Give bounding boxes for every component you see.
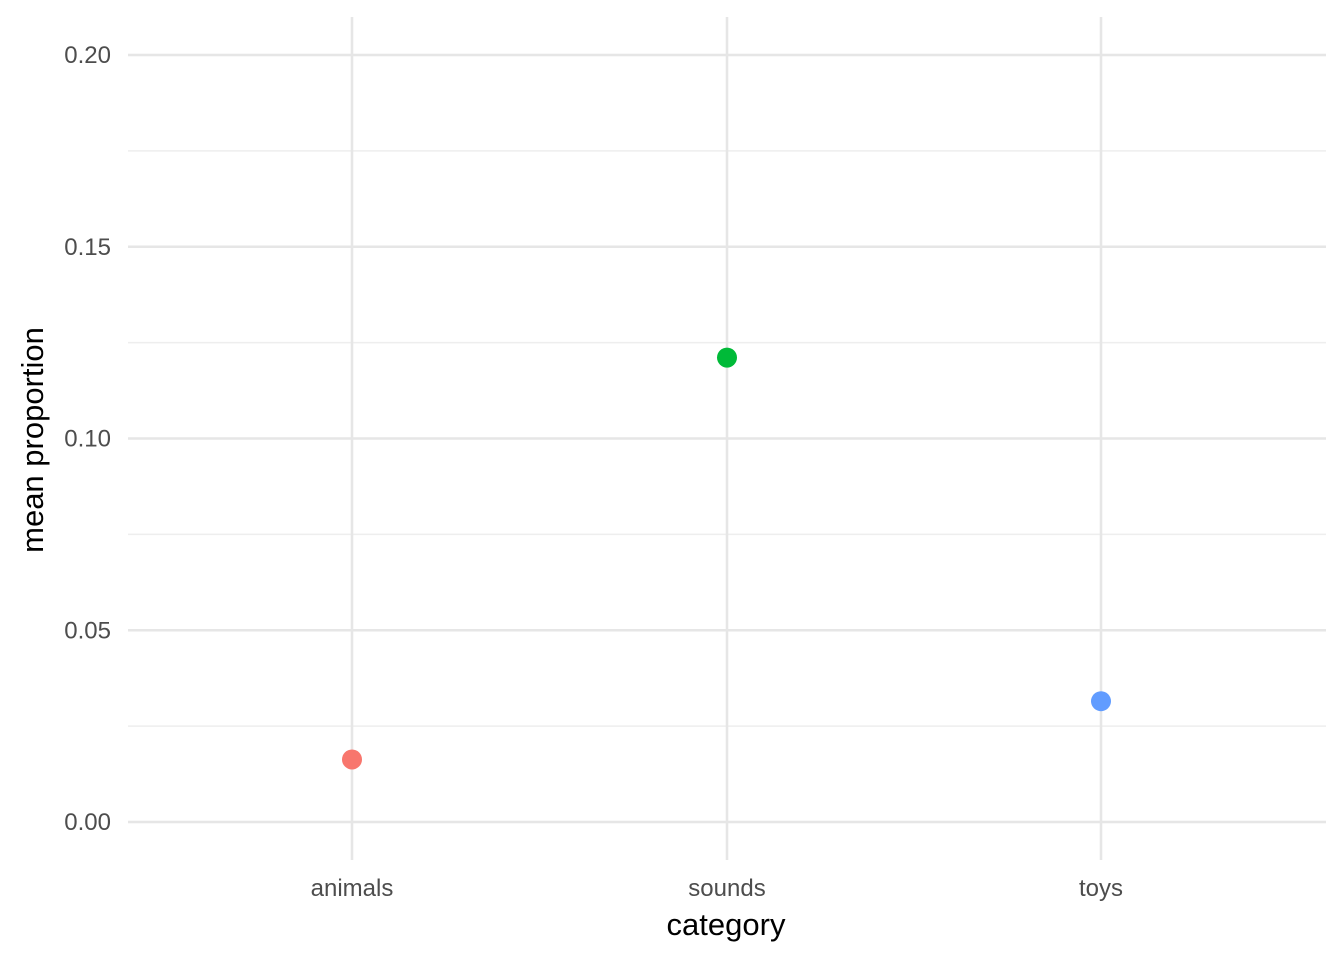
data-points	[342, 347, 1111, 770]
grid	[128, 17, 1326, 860]
y-tick-label: 0.15	[64, 234, 111, 261]
data-point-toys	[1091, 691, 1111, 712]
x-tick-label: animals	[311, 875, 394, 902]
data-point-animals	[342, 749, 362, 770]
x-axis-title: category	[667, 907, 786, 942]
x-tick-label: toys	[1079, 875, 1123, 902]
x-axis-tick-labels: animals sounds toys	[311, 875, 1123, 902]
y-tick-label: 0.20	[64, 42, 111, 69]
x-tick-label: sounds	[688, 875, 765, 902]
y-tick-label: 0.10	[64, 426, 111, 453]
y-tick-label: 0.05	[64, 617, 111, 644]
y-axis-tick-labels: 0.00 0.05 0.10 0.15 0.20	[64, 42, 111, 836]
y-tick-label: 0.00	[64, 809, 111, 836]
data-point-sounds	[717, 347, 737, 368]
y-axis-title: mean proportion	[15, 327, 50, 553]
